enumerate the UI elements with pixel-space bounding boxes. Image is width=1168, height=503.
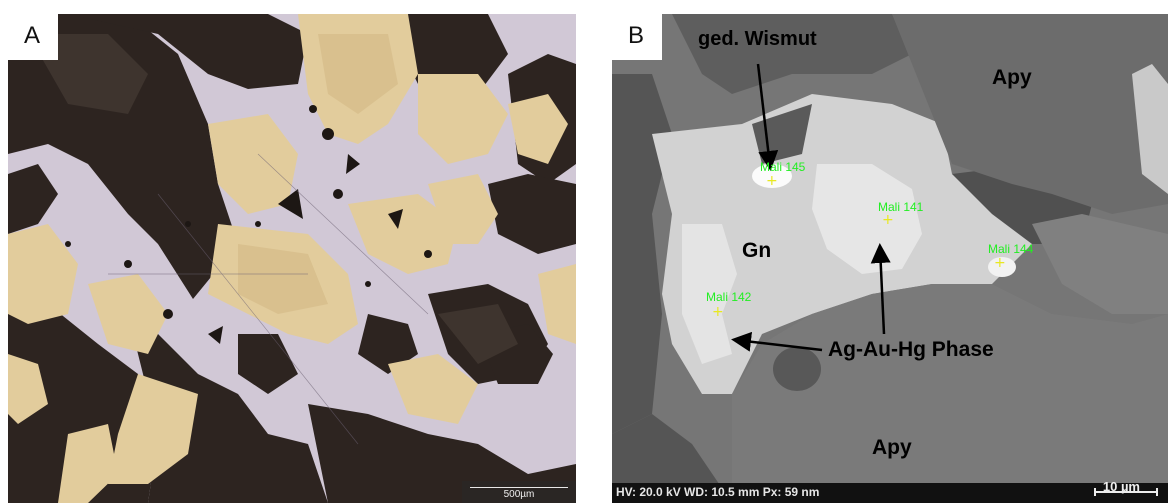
scale-bar-b-text: 10 µm: [1102, 479, 1140, 494]
spot-cross-145: +: [766, 173, 778, 189]
spot-cross-142: +: [712, 304, 724, 320]
spot-cross-141: +: [882, 212, 894, 228]
annotation-apy-bottom: Apy: [872, 436, 912, 459]
spot-label-142: Mali 142: [706, 290, 752, 304]
bse-info-bar: HV: 20.0 kV WD: 10.5 mm Px: 59 nm 10 µm: [612, 479, 1168, 503]
bse-panel-b: B ged. Wismut Apy Gn Ag-Au-Hg Phase Apy …: [612, 14, 1168, 503]
spot-label-144: Mali 144: [988, 242, 1034, 256]
annotation-ag-au-hg-phase: Ag-Au-Hg Phase: [828, 338, 994, 361]
panel-a-label: A: [8, 14, 59, 60]
micrograph-panel-a: A 500µm: [8, 14, 576, 503]
micrograph-a-image: [8, 14, 576, 503]
scale-bar-a: 500µm: [462, 481, 576, 503]
spot-label-145: Mali 145: [760, 160, 806, 174]
panel-b-label: B: [612, 14, 663, 60]
bse-info-text: HV: 20.0 kV WD: 10.5 mm Px: 59 nm: [616, 485, 820, 499]
scale-bar-a-text: 500µm: [503, 489, 535, 500]
scale-bar-b: 10 µm: [1094, 479, 1158, 496]
annotation-gn: Gn: [742, 239, 772, 262]
spot-cross-144: +: [994, 255, 1006, 271]
bse-b-image: [612, 14, 1168, 503]
spot-label-141: Mali 141: [878, 200, 924, 214]
annotation-wismut: ged. Wismut: [698, 28, 817, 50]
annotation-apy-top: Apy: [992, 66, 1032, 89]
